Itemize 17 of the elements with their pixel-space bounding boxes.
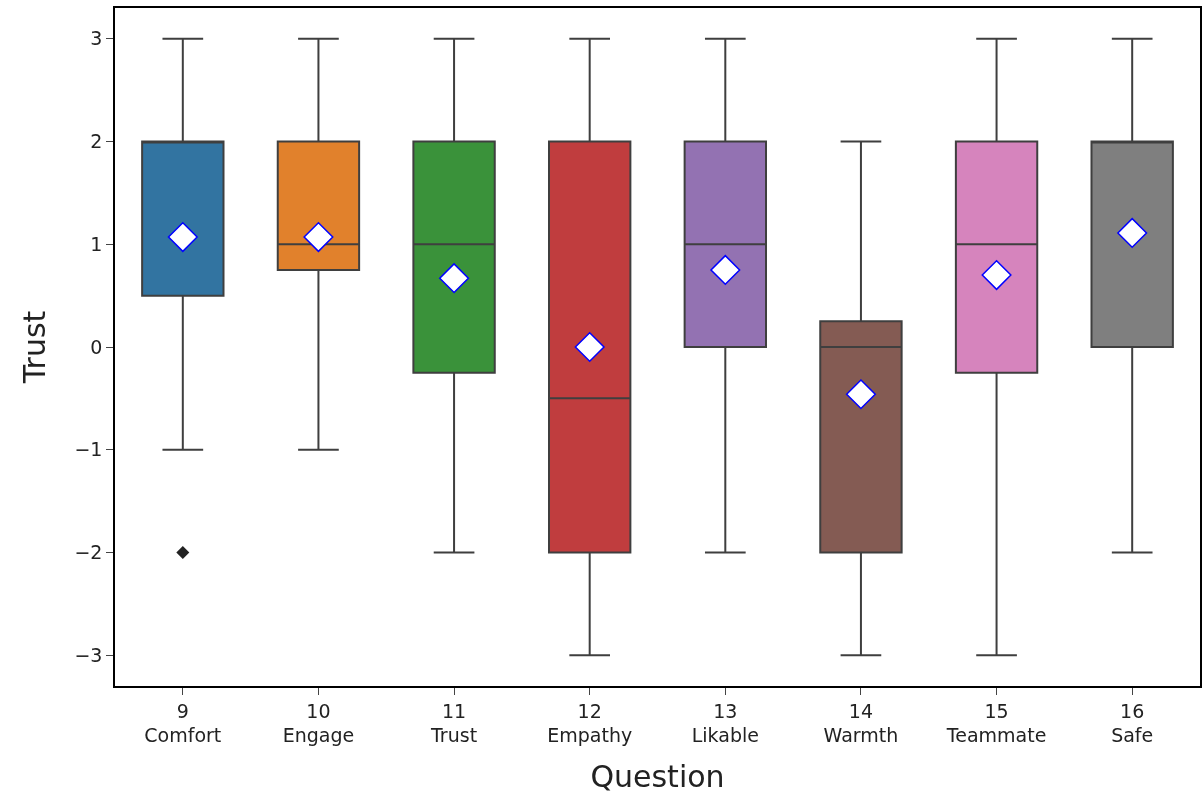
x-tick-label: 12 Empathy <box>547 699 633 747</box>
y-tick-label: 1 <box>90 232 103 255</box>
x-tick-label: 13 Likable <box>691 699 759 747</box>
y-tick-label: 0 <box>90 335 103 358</box>
y-tick-label: 3 <box>90 27 103 50</box>
x-axis-title: Question <box>590 758 725 794</box>
y-axis-title: Trust <box>16 310 52 385</box>
x-tick-label: 11 Trust <box>430 699 478 747</box>
y-tick-label: −3 <box>74 643 103 666</box>
y-tick-label: 2 <box>90 130 103 153</box>
x-tick-label: 15 Teammate <box>945 699 1047 747</box>
x-tick-label: 16 Safe <box>1111 699 1154 747</box>
y-tick-label: −2 <box>74 541 103 564</box>
x-tick-label: 10 Engage <box>282 699 355 747</box>
x-tick-label: 9 Comfort <box>144 699 222 747</box>
y-tick-label: −1 <box>74 438 103 461</box>
x-tick-label: 14 Warmth <box>823 699 899 747</box>
